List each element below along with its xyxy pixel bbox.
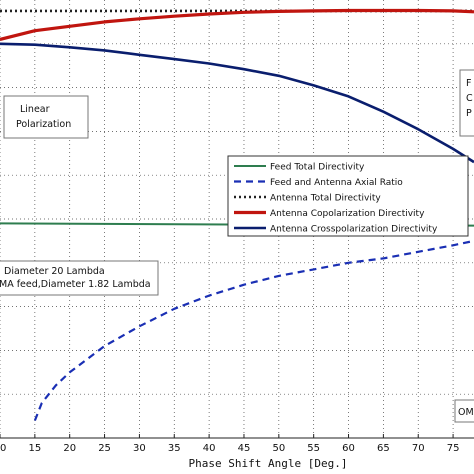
annotation-text: F — [466, 78, 471, 89]
annotation-text: P — [466, 108, 472, 119]
series-line-3 — [0, 8, 474, 41]
x-tick-label: 40 — [203, 443, 216, 454]
annotation-box — [454, 399, 474, 423]
annotation-box — [0, 260, 159, 296]
x-tick-label: 55 — [307, 443, 320, 454]
x-tick-label: 35 — [168, 443, 181, 454]
x-tick-label: 45 — [238, 443, 251, 454]
legend-label-2: Antenna Total Directivity — [270, 194, 381, 204]
legend-label-4: Antenna Crosspolarization Directivity — [270, 225, 438, 235]
annotation-text: Polarization — [16, 119, 71, 130]
legend-box — [227, 155, 469, 237]
annotation-box — [459, 69, 474, 137]
annotation-box — [3, 95, 89, 139]
legend: Feed Total Directivity Feed and Antenna A… — [227, 155, 469, 237]
x-axis-label: Phase Shift Angle [Deg.] — [189, 457, 348, 470]
x-tick-label: 25 — [98, 443, 111, 454]
legend-label-0: Feed Total Directivity — [270, 163, 365, 173]
series-line-1 — [33, 239, 474, 421]
x-tick-label: 65 — [377, 443, 390, 454]
annotation-diameter: Diameter 20 Lambda MA feed,Diameter 1.82… — [0, 260, 159, 296]
x-axis-ticks: 10 15 20 25 30 35 40 45 50 55 60 65 70 75 — [0, 434, 459, 454]
legend-label-1: Feed and Antenna Axial Ratio — [270, 178, 403, 188]
annotation-text: Linear — [20, 104, 50, 115]
series-line-4 — [0, 42, 474, 164]
annotation-right: F C P — [459, 69, 474, 137]
x-tick-label: 70 — [412, 443, 425, 454]
annotation-linear-polarization: Linear Polarization — [3, 95, 89, 139]
x-tick-label: 50 — [272, 443, 285, 454]
x-tick-label: 30 — [133, 443, 146, 454]
x-tick-label: 20 — [63, 443, 76, 454]
x-tick-label: 15 — [28, 443, 41, 454]
annotation-text: Diameter 20 Lambda — [4, 266, 105, 277]
annotation-text: OM — [458, 407, 474, 418]
legend-label-3: Antenna Copolarization Directivity — [270, 209, 425, 219]
x-tick-label: 60 — [342, 443, 355, 454]
annotation-text: MA feed,Diameter 1.82 Lambda — [0, 279, 151, 290]
annotation-text: C — [466, 93, 473, 104]
x-tick-label: 10 — [0, 443, 6, 454]
x-tick-label: 75 — [447, 443, 460, 454]
annotation-om: OM — [454, 399, 474, 423]
